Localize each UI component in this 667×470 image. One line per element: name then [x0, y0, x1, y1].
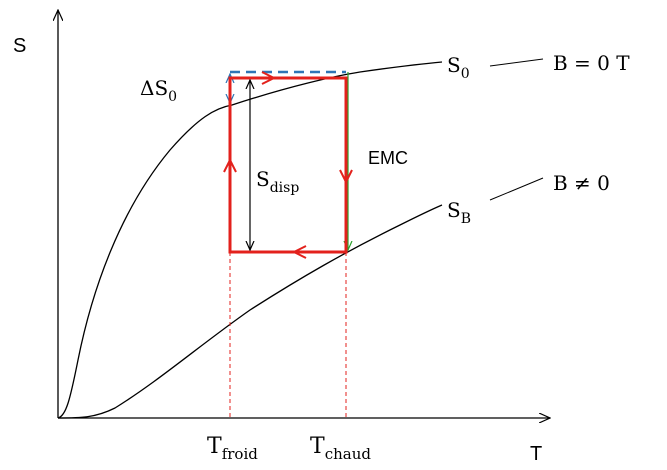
cycle-arrow-left [223, 157, 237, 173]
sb-field-label: B ≠ 0 [553, 171, 610, 195]
emc-label: EMC [368, 148, 408, 168]
svg-text:Tfroid: Tfroid [207, 434, 258, 463]
sb-curve-label: SB [447, 198, 471, 227]
delta-s0-label: ΔS0 [140, 76, 177, 105]
svg-text:S0: S0 [447, 53, 470, 82]
sb-field-leader [489, 177, 544, 201]
cycle-arrow-right [339, 169, 353, 185]
cycle-rectangle [228, 76, 348, 254]
y-axis-label: S [13, 35, 26, 57]
svg-text:ΔS0: ΔS0 [140, 76, 177, 105]
svg-text:Tchaud: Tchaud [310, 434, 371, 463]
s0-field-leader [489, 58, 544, 67]
cycle-arrow-bottom [291, 245, 307, 259]
x-axis-label: T [530, 443, 542, 465]
t-froid-label: Tfroid [207, 434, 258, 463]
s-disp-label: Sdisp [256, 167, 299, 196]
svg-text:SB: SB [447, 198, 471, 227]
svg-text:Sdisp: Sdisp [256, 167, 299, 196]
cycle-arrow-top [261, 71, 277, 85]
s0-field-label: B = 0 T [553, 51, 630, 75]
sb-curve [57, 204, 443, 419]
s0-curve-label: S0 [447, 53, 470, 82]
s0-curve [57, 61, 443, 419]
t-chaud-label: Tchaud [310, 434, 371, 463]
